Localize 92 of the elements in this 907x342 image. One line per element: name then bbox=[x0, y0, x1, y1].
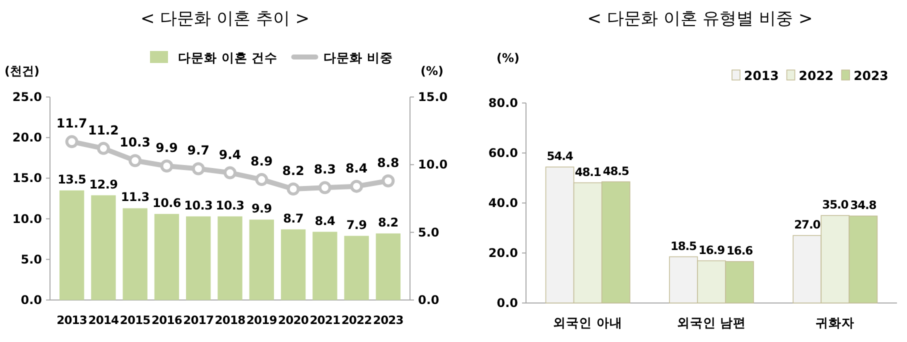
bar bbox=[122, 208, 148, 300]
data-label: 8.4 bbox=[345, 160, 368, 176]
x-tick-label: 2023 bbox=[372, 313, 404, 327]
y2-tick-label: 0.0 bbox=[418, 293, 440, 307]
data-label: 13.5 bbox=[58, 172, 86, 186]
legend-label: 다문화 이혼 건수 bbox=[178, 50, 278, 65]
data-label: 9.9 bbox=[251, 202, 272, 216]
point bbox=[224, 166, 236, 180]
x-tick-label: 외국인 남편 bbox=[676, 315, 746, 330]
data-label: 11.7 bbox=[56, 116, 88, 131]
data-label: 9.9 bbox=[156, 140, 178, 156]
x-tick-label: 2020 bbox=[278, 313, 309, 327]
legend-label: 다문화 비중 bbox=[324, 50, 394, 65]
x-tick-label: 2013 bbox=[56, 313, 88, 327]
y-tick-label: 40.0 bbox=[488, 196, 518, 210]
x-tick-label: 귀화자 bbox=[816, 315, 855, 330]
bar bbox=[186, 216, 211, 300]
chart-title: < 다문화 이혼 추이 > bbox=[140, 9, 310, 29]
data-label: 12.9 bbox=[89, 177, 118, 192]
y-tick-label: 15.0 bbox=[12, 171, 42, 186]
data-label: 8.3 bbox=[314, 162, 336, 177]
bar bbox=[280, 229, 306, 300]
point bbox=[65, 135, 78, 148]
data-label: 8.4 bbox=[314, 214, 336, 228]
data-label: 11.2 bbox=[88, 122, 119, 138]
data-label: 54.4 bbox=[546, 149, 574, 163]
data-label: 16.9 bbox=[698, 242, 726, 257]
x-tick-label: 2018 bbox=[214, 313, 246, 327]
data-label: 10.3 bbox=[184, 198, 213, 212]
legend-label: 2023 bbox=[854, 68, 888, 83]
y2-axis-title: (%) bbox=[420, 64, 444, 78]
x-tick-label: 2014 bbox=[88, 313, 120, 327]
chart-title: < 다문화 이혼 유형별 비중 > bbox=[587, 9, 813, 29]
y-tick-label: 20.0 bbox=[488, 246, 518, 260]
data-label: 18.5 bbox=[670, 238, 698, 253]
point bbox=[160, 160, 174, 173]
point bbox=[255, 173, 268, 186]
y-axis-title: (%) bbox=[496, 51, 520, 65]
y-tick-label: 80.0 bbox=[488, 96, 518, 110]
data-label: 10.3 bbox=[216, 198, 244, 212]
data-label: 35.0 bbox=[822, 198, 849, 212]
y-tick-label: 25.0 bbox=[12, 90, 42, 104]
data-label: 27.0 bbox=[794, 218, 821, 232]
y2-tick-label: 15.0 bbox=[418, 90, 448, 104]
point bbox=[192, 162, 205, 176]
bar bbox=[376, 233, 401, 300]
bar bbox=[59, 190, 84, 300]
data-label: 8.7 bbox=[283, 211, 304, 226]
legend-label: 2013 bbox=[744, 68, 779, 83]
point bbox=[96, 142, 110, 155]
data-label: 48.1 bbox=[574, 164, 602, 179]
data-label: 7.9 bbox=[346, 218, 367, 232]
point bbox=[128, 154, 142, 168]
x-tick-label: 2017 bbox=[183, 313, 214, 327]
y-tick-label: 60.0 bbox=[488, 146, 518, 160]
point bbox=[318, 181, 332, 194]
x-tick-label: 2015 bbox=[120, 313, 151, 327]
point bbox=[286, 182, 300, 196]
data-label: 9.7 bbox=[187, 142, 210, 158]
data-label: 11.3 bbox=[120, 190, 150, 204]
y-tick-label: 5.0 bbox=[20, 252, 42, 266]
x-tick-label: 2022 bbox=[341, 313, 372, 327]
data-label: 9.4 bbox=[218, 146, 242, 162]
data-label: 8.9 bbox=[250, 154, 273, 169]
legend-label: 2022 bbox=[798, 68, 834, 83]
x-tick-label: 2016 bbox=[152, 313, 182, 327]
bar bbox=[91, 195, 116, 300]
data-label: 48.5 bbox=[602, 164, 630, 178]
data-label: 10.6 bbox=[152, 196, 181, 210]
data-label: 8.2 bbox=[282, 163, 304, 178]
x-tick-label: 2019 bbox=[246, 313, 278, 327]
bar bbox=[154, 214, 180, 300]
bar bbox=[218, 216, 242, 300]
y-axis-title: (천건) bbox=[4, 64, 40, 78]
x-tick-label: 2021 bbox=[310, 313, 341, 327]
y-tick-label: 20.0 bbox=[12, 130, 42, 145]
y2-tick-label: 10.0 bbox=[418, 158, 448, 172]
data-label: 8.2 bbox=[378, 215, 398, 230]
y-tick-label: 0.0 bbox=[20, 293, 42, 307]
y-tick-label: 0.0 bbox=[496, 296, 518, 310]
bar bbox=[344, 236, 369, 300]
data-label: 10.3 bbox=[120, 134, 151, 150]
bar bbox=[312, 232, 338, 300]
point bbox=[382, 174, 395, 188]
data-label: 34.8 bbox=[850, 198, 877, 212]
x-tick-label: 외국인 아내 bbox=[553, 315, 623, 330]
point bbox=[350, 180, 364, 193]
data-label: 8.8 bbox=[377, 154, 400, 170]
y2-tick-label: 5.0 bbox=[418, 225, 440, 240]
data-label: 16.6 bbox=[726, 244, 754, 258]
y-tick-label: 10.0 bbox=[12, 212, 42, 226]
bar bbox=[249, 220, 274, 300]
